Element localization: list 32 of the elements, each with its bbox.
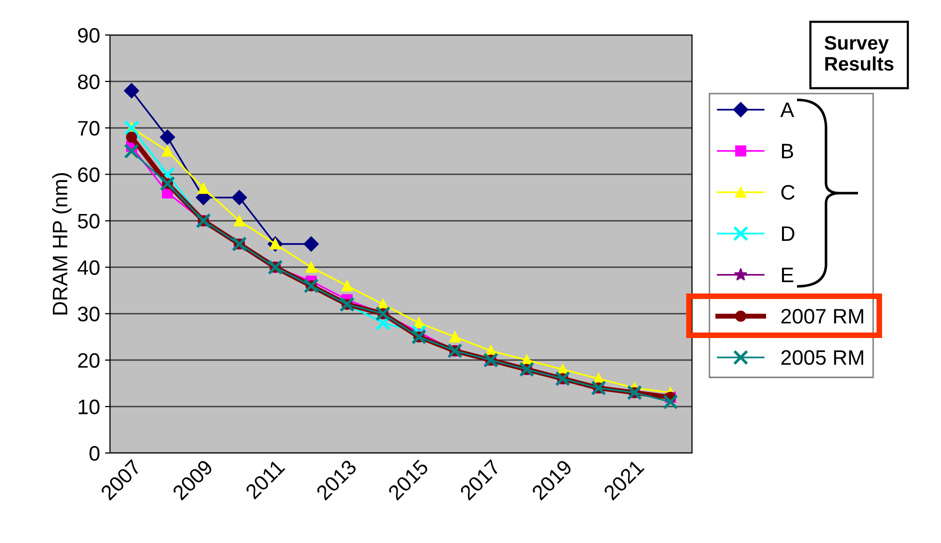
point <box>342 280 353 292</box>
y-axis-title: DRAM HP (nm) <box>52 173 72 314</box>
point <box>124 143 140 159</box>
point <box>162 146 174 157</box>
y-tick-label: 10 <box>78 400 100 414</box>
y-tick-label: 50 <box>78 214 100 229</box>
point <box>232 190 247 206</box>
legend-label: 2007 RM <box>781 308 864 324</box>
point <box>124 83 140 98</box>
legend-label: C <box>781 184 795 200</box>
point <box>234 215 245 226</box>
legend-label: 2005 RM <box>781 350 864 365</box>
y-tick-label: 40 <box>78 260 100 275</box>
point <box>160 130 176 145</box>
y-tick-label: 80 <box>78 74 100 90</box>
y-tick-label: 0 <box>90 446 100 461</box>
y-tick-label: 70 <box>78 120 100 136</box>
y-tick-label: 30 <box>78 306 100 322</box>
point <box>449 331 460 342</box>
legend-label: D <box>782 226 794 241</box>
legend-label: B <box>782 144 794 158</box>
point <box>126 132 138 143</box>
point <box>198 182 209 194</box>
point <box>662 394 678 410</box>
legend-label: E <box>782 268 794 282</box>
point <box>304 236 319 252</box>
y-tick-label: 90 <box>78 28 100 43</box>
legend-label: A <box>780 102 794 117</box>
y-tick-label: 60 <box>78 167 100 182</box>
y-tick-label: 20 <box>78 353 100 368</box>
text: Survey Results <box>824 36 894 71</box>
point <box>306 262 317 273</box>
